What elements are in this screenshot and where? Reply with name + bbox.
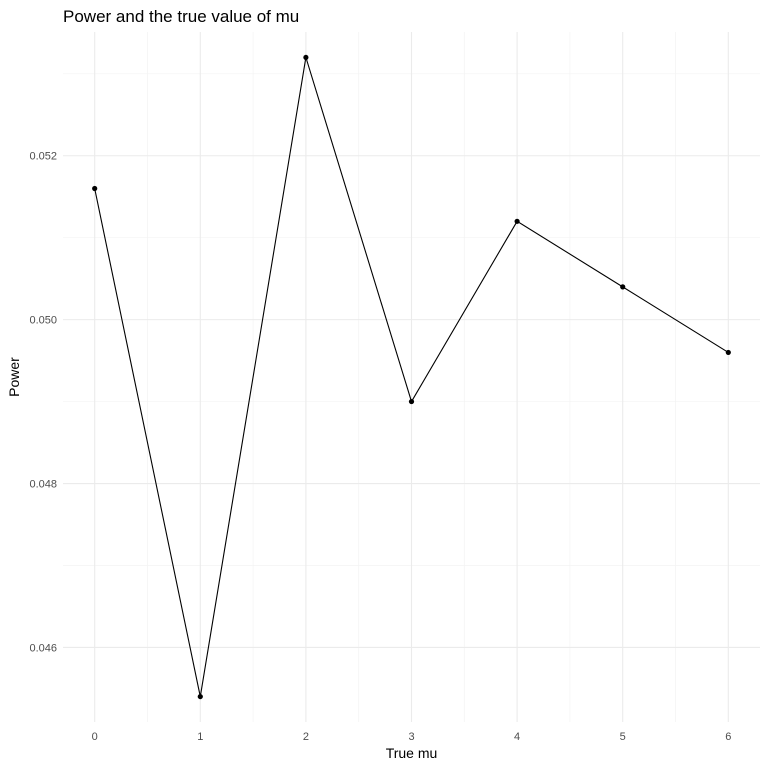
data-point	[725, 349, 731, 356]
y-axis-ticks: 0.046 0.048 0.050 0.052	[29, 151, 57, 655]
x-tick-label: 3	[408, 731, 414, 743]
points	[92, 54, 731, 700]
x-tick-label: 1	[197, 731, 203, 743]
data-point	[197, 693, 203, 700]
x-tick-label: 2	[303, 731, 309, 743]
x-tick-label: 6	[725, 731, 731, 743]
y-tick-label: 0.050	[29, 315, 57, 327]
y-axis-title: Power	[6, 357, 22, 397]
y-tick-label: 0.046	[29, 642, 57, 654]
data-point	[92, 185, 98, 192]
y-tick-label: 0.048	[29, 479, 57, 491]
data-point	[303, 54, 309, 61]
x-axis-ticks: 0 1 2 3 4 5 6	[92, 731, 732, 743]
data-point	[408, 398, 415, 405]
y-tick-label: 0.052	[29, 151, 57, 163]
grid	[63, 32, 760, 722]
data-point	[620, 284, 626, 290]
data-point	[514, 218, 520, 224]
chart-title: Power and the true value of mu	[63, 7, 299, 26]
x-tick-label: 0	[92, 731, 98, 743]
x-tick-label: 5	[620, 731, 626, 743]
x-axis-title: True mu	[386, 745, 438, 761]
x-tick-label: 4	[514, 731, 520, 743]
